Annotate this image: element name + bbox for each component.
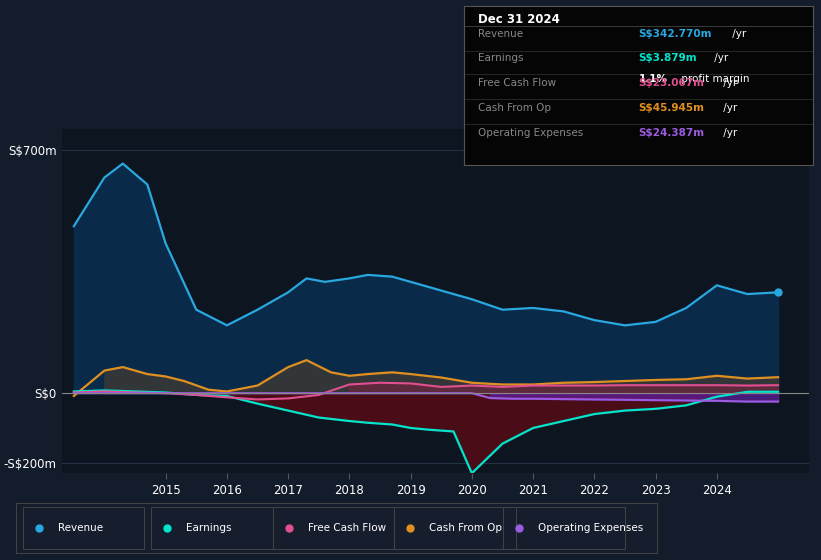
Text: Free Cash Flow: Free Cash Flow — [308, 523, 386, 533]
Text: /yr: /yr — [720, 78, 737, 88]
Text: Operating Expenses: Operating Expenses — [478, 128, 583, 138]
Bar — [503, 507, 625, 549]
Bar — [273, 507, 394, 549]
Text: Revenue: Revenue — [58, 523, 103, 533]
Text: S$23.067m: S$23.067m — [639, 78, 704, 88]
Bar — [23, 507, 144, 549]
Text: /yr: /yr — [711, 54, 728, 63]
Text: Revenue: Revenue — [478, 29, 523, 39]
Text: S$3.879m: S$3.879m — [639, 54, 697, 63]
Bar — [151, 507, 273, 549]
Text: Cash From Op: Cash From Op — [429, 523, 502, 533]
Text: /yr: /yr — [729, 29, 746, 39]
Text: S$342.770m: S$342.770m — [639, 29, 712, 39]
Text: Dec 31 2024: Dec 31 2024 — [478, 13, 560, 26]
Text: /yr: /yr — [720, 103, 737, 113]
Text: Earnings: Earnings — [478, 54, 523, 63]
Bar — [394, 507, 516, 549]
Text: S$24.387m: S$24.387m — [639, 128, 704, 138]
Text: Cash From Op: Cash From Op — [478, 103, 551, 113]
Text: /yr: /yr — [720, 128, 737, 138]
Text: Free Cash Flow: Free Cash Flow — [478, 78, 556, 88]
Text: S$45.945m: S$45.945m — [639, 103, 704, 113]
Text: profit margin: profit margin — [678, 74, 750, 84]
Text: Earnings: Earnings — [186, 523, 232, 533]
Text: Operating Expenses: Operating Expenses — [539, 523, 644, 533]
Text: 1.1%: 1.1% — [639, 74, 667, 84]
